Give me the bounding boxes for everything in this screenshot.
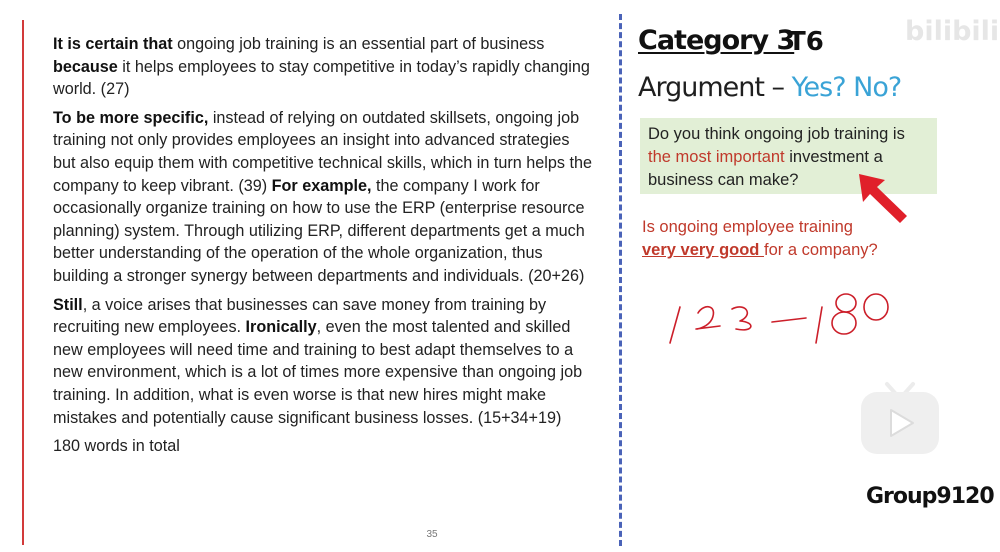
transition-phrase: because [53,57,118,76]
simplified-question: Is ongoing employee training very very go… [642,218,878,259]
transition-phrase: It is certain that [53,35,173,53]
dashed-divider [619,14,622,546]
task-label: T6 [788,27,824,57]
handwritten-word-range [669,293,889,344]
argument-heading: Argument – Yes? No? [638,72,903,103]
simplified-emphasis: very very good [642,241,764,259]
transition-phrase: Ironically [245,318,317,337]
word-count: 180 words in total [53,437,180,456]
transition-phrase: Still [53,295,83,314]
essay-paragraph-2: To be more specific, instead of relying … [53,108,592,285]
argument-choices: Yes? No? [791,72,903,103]
question-highlight: the most important [648,148,785,166]
essay-paragraph-1: It is certain that ongoing job training … [53,35,590,99]
play-button-icon [861,382,939,454]
essay-text: It is certain that ongoing job training … [53,33,593,464]
left-accent-bar [22,20,24,545]
page-number: 35 [426,529,438,540]
transition-phrase: To be more specific, [53,108,209,127]
red-pointer-arrow-icon [859,174,907,223]
essay-paragraph-3: Still, a voice arises that businesses ca… [53,295,583,427]
group-label: Group9120 [866,484,995,509]
bilibili-watermark: bilibili [905,16,1000,47]
category-title: Category 3 [638,25,795,56]
transition-phrase: For example, [271,176,372,195]
question-box: Do you think ongoing job training is the… [640,118,937,194]
